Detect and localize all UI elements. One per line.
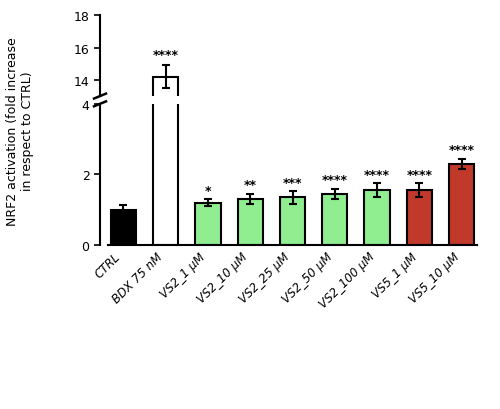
- Text: ****: ****: [406, 169, 432, 181]
- Text: ***: ***: [283, 176, 302, 189]
- Bar: [406, 281, 432, 306]
- Bar: [110, 210, 136, 245]
- Bar: [364, 281, 390, 306]
- Bar: [364, 191, 390, 245]
- Text: *: *: [204, 184, 211, 197]
- Text: **: **: [244, 179, 256, 192]
- Bar: [238, 200, 263, 245]
- Bar: [153, 0, 178, 245]
- Bar: [110, 290, 136, 306]
- Bar: [153, 78, 178, 306]
- Bar: [406, 191, 432, 245]
- Text: ****: ****: [152, 49, 178, 62]
- Text: NRF2 activation (fold increase
in respect to CTRL): NRF2 activation (fold increase in respec…: [6, 37, 34, 225]
- Bar: [449, 269, 474, 306]
- Bar: [195, 203, 220, 245]
- Bar: [449, 164, 474, 245]
- Bar: [280, 198, 305, 245]
- Text: ****: ****: [364, 169, 390, 181]
- Text: ****: ****: [448, 144, 474, 157]
- Bar: [322, 283, 347, 306]
- Bar: [280, 284, 305, 306]
- Bar: [238, 285, 263, 306]
- Text: ****: ****: [322, 174, 348, 187]
- Bar: [195, 287, 220, 306]
- Bar: [322, 194, 347, 245]
